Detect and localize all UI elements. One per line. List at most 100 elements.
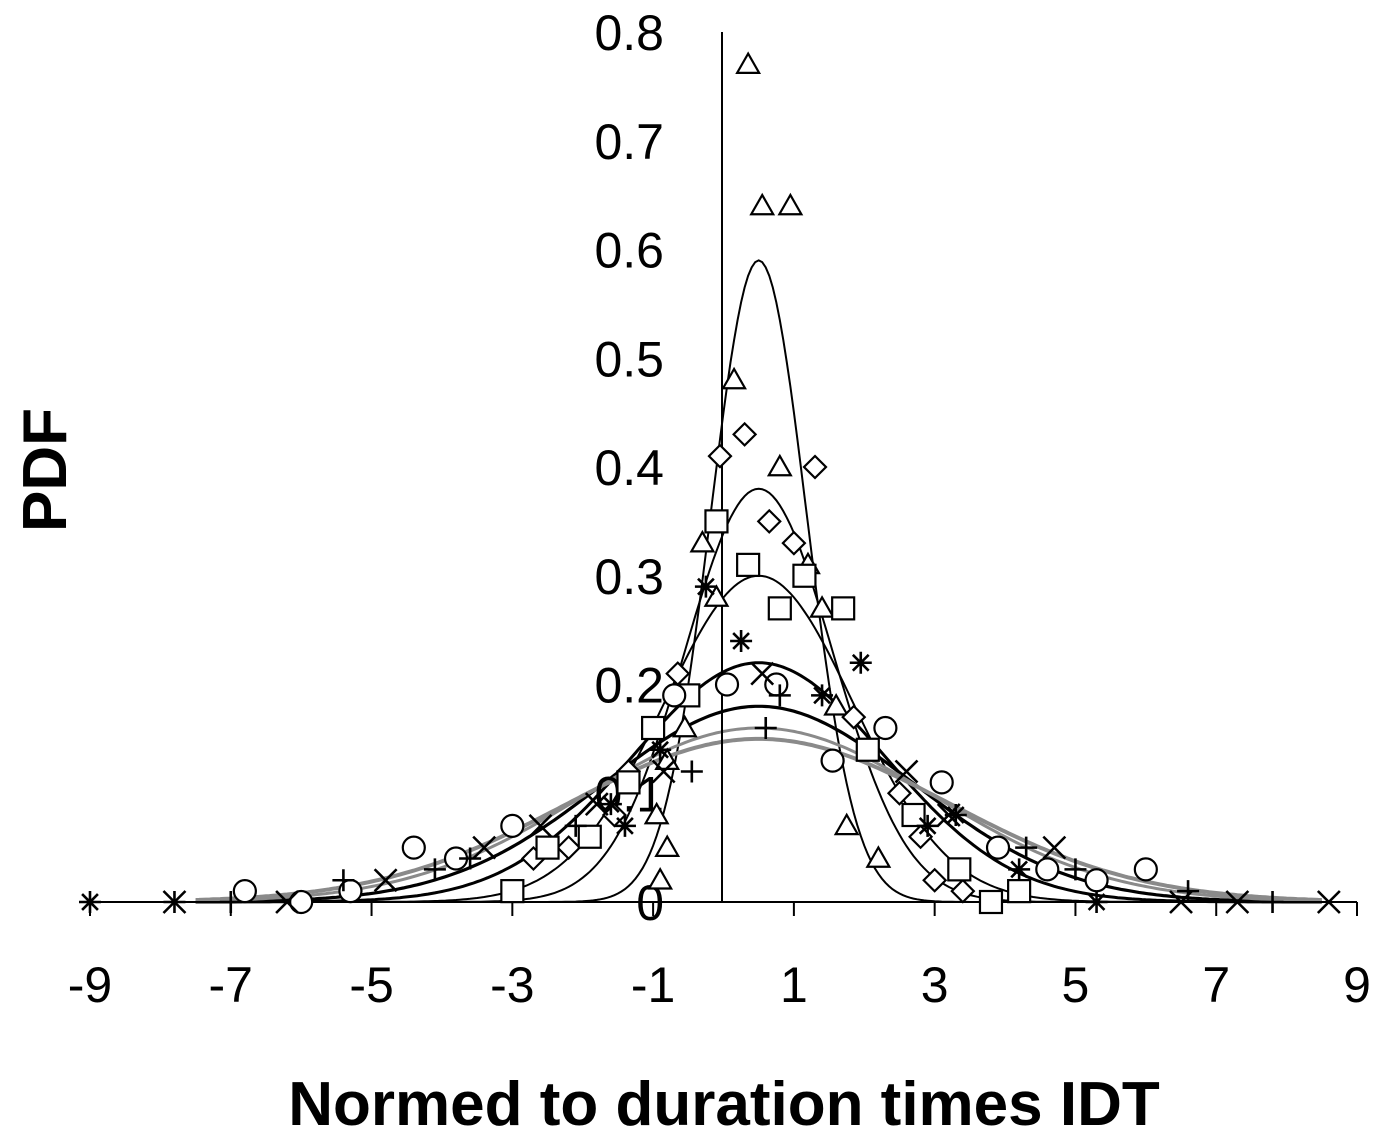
square-marker	[901, 802, 926, 828]
y-tick-label: 0.5	[594, 331, 664, 387]
diamond-marker	[922, 867, 948, 893]
cross-marker	[1042, 835, 1067, 860]
x-tick-label: 1	[780, 957, 808, 1013]
diamond-marker	[756, 508, 782, 534]
asterisk-marker	[1008, 858, 1031, 881]
square-marker	[616, 770, 641, 795]
fit-curves	[195, 259, 1322, 904]
diamond-marker	[950, 878, 976, 904]
cross-marker	[528, 813, 553, 838]
square-marker	[767, 596, 792, 621]
triangle-marker	[766, 453, 793, 477]
circle-marker	[764, 672, 789, 697]
cross-marker	[472, 835, 497, 860]
data-markers	[79, 51, 1341, 915]
plus-marker	[754, 717, 777, 739]
circle-marker	[820, 748, 845, 773]
diamond-marker	[556, 835, 582, 861]
diamond-marker	[886, 780, 913, 806]
circle-marker	[929, 770, 954, 795]
square-marker	[641, 715, 666, 741]
x-tick-label: 9	[1343, 957, 1371, 1013]
square-marker	[855, 737, 880, 762]
plus-marker	[332, 869, 355, 892]
triangle-marker	[647, 867, 674, 890]
y-tick-label: 0.7	[594, 114, 664, 170]
y-tick-label: 0.8	[594, 5, 664, 61]
fit-curve-diamond	[195, 487, 1322, 903]
circle-marker	[232, 879, 257, 904]
y-tick-label: 0.6	[594, 223, 664, 279]
cross-marker	[651, 759, 676, 784]
triangle-marker	[721, 366, 747, 390]
triangle-marker	[749, 192, 776, 216]
x-tick-label: 5	[1062, 957, 1090, 1013]
triangle-marker	[735, 51, 762, 74]
cross-marker	[750, 661, 775, 686]
circle-marker	[1035, 857, 1060, 882]
square-marker	[577, 824, 602, 849]
plus-marker	[423, 858, 446, 881]
plus-marker	[219, 891, 242, 913]
diamond-marker	[732, 421, 758, 447]
circle-marker	[985, 835, 1011, 860]
x-tick-label: -1	[631, 957, 675, 1013]
asterisk-marker	[1085, 891, 1108, 913]
cross-marker	[894, 759, 919, 784]
fit-curve-triangle	[195, 259, 1322, 903]
triangle-marker	[703, 584, 730, 607]
cross-marker	[1225, 890, 1250, 914]
asterisk-marker	[944, 804, 967, 826]
square-marker	[978, 889, 1004, 915]
x-tick-label: -9	[68, 957, 112, 1013]
square-marker	[947, 857, 972, 882]
circle-marker	[873, 715, 898, 741]
plus-marker	[1177, 880, 1200, 903]
diamond-marker	[781, 530, 807, 556]
x-axis-title: Normed to duration times IDT	[288, 1070, 1160, 1139]
circle-marker	[401, 835, 426, 860]
plus-marker	[768, 684, 791, 707]
x-ticks: -9 -7 -5 -3 -1 1 3 5 7 9	[68, 902, 1371, 1013]
x-tick-label: 7	[1202, 957, 1230, 1013]
plus-marker	[680, 760, 703, 783]
square-marker	[500, 879, 525, 904]
asterisk-marker	[599, 793, 622, 816]
plus-marker	[1261, 891, 1284, 913]
asterisk-marker	[79, 891, 101, 913]
asterisk-marker	[916, 814, 939, 837]
diamond-marker	[665, 661, 691, 687]
plus-marker	[564, 814, 587, 837]
asterisk-marker	[849, 651, 872, 674]
cross-marker	[1316, 890, 1341, 914]
square-marker	[736, 552, 761, 577]
circle-marker	[1133, 857, 1158, 882]
x-tick-label: 3	[921, 957, 949, 1013]
circle-marker	[662, 683, 687, 708]
square-marker	[535, 835, 560, 860]
y-tick-label: 0.3	[594, 549, 664, 605]
circle-marker	[1084, 868, 1109, 893]
triangle-marker	[643, 801, 670, 825]
square-marker	[704, 509, 729, 534]
plus-marker	[1015, 836, 1038, 859]
x-tick-label: -3	[490, 957, 534, 1013]
plus-marker	[163, 891, 186, 913]
asterisk-marker	[811, 684, 834, 707]
circle-marker	[714, 672, 740, 697]
y-tick-label: 0.4	[594, 440, 664, 496]
circle-marker	[500, 813, 525, 838]
diamond-marker	[841, 704, 867, 730]
asterisk-marker	[649, 738, 672, 761]
triangle-marker	[833, 812, 860, 836]
asterisk-marker	[694, 575, 717, 598]
plus-marker	[1064, 858, 1087, 881]
triangle-marker	[823, 693, 850, 716]
asterisk-marker	[730, 630, 753, 652]
cross-marker	[584, 792, 609, 817]
fit-curve-asterisk	[195, 661, 1322, 904]
diamond-marker	[802, 454, 828, 480]
triangle-marker	[671, 714, 698, 738]
y-axis-title: PDF	[11, 408, 80, 532]
circle-marker	[289, 889, 314, 915]
